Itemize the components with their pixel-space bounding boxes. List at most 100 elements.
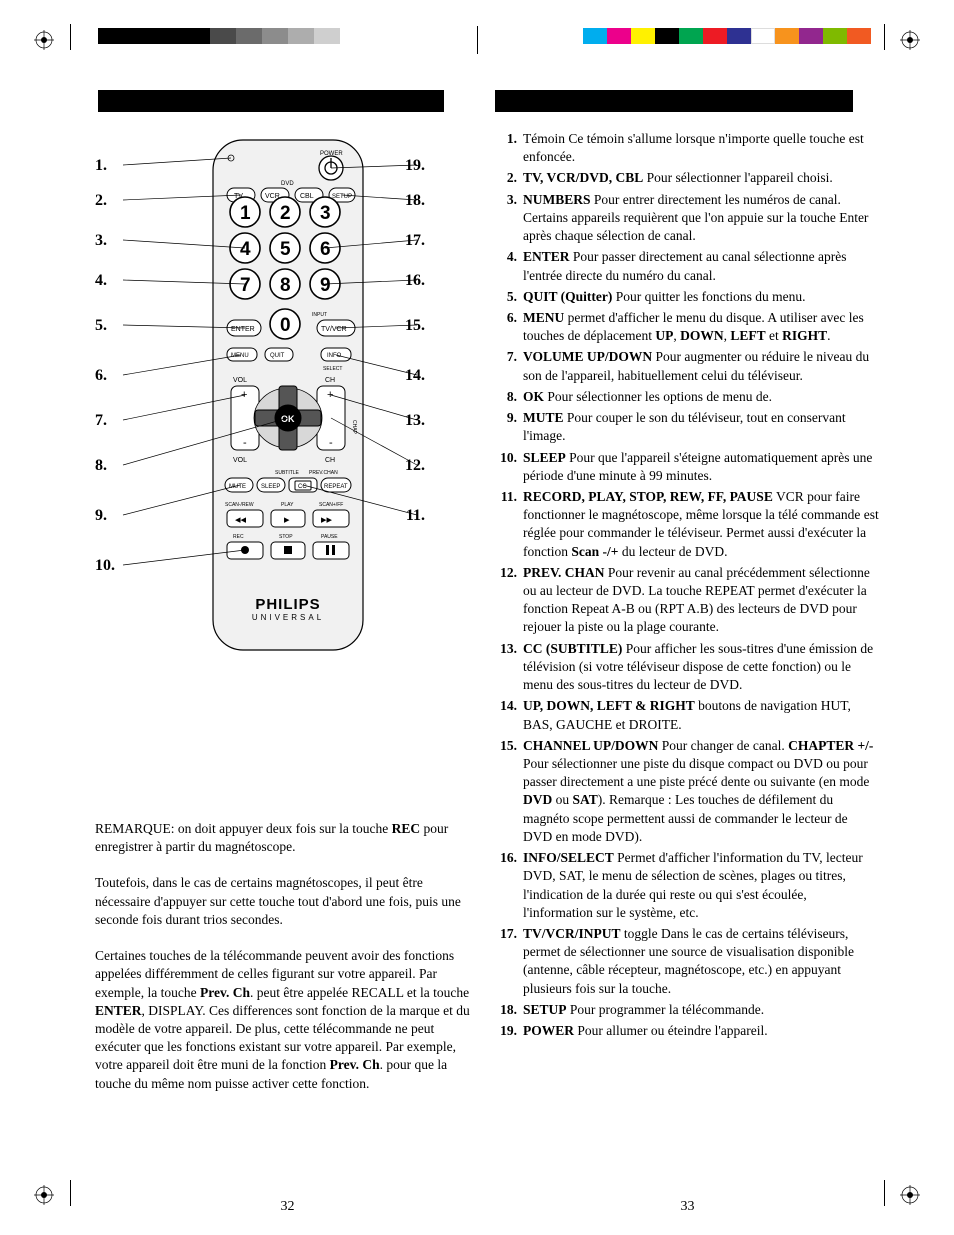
page-left: POWER DVD TV VCR CBL SETUP 1234567890 EN…: [95, 60, 480, 1093]
feature-number: 14.: [495, 697, 523, 733]
svg-text:9: 9: [320, 275, 331, 296]
svg-text:SCAN-/REW: SCAN-/REW: [225, 502, 254, 508]
color-bar-left: [98, 28, 340, 44]
svg-text:-: -: [243, 437, 247, 449]
feature-text: POWER Pour allumer ou éteindre l'apparei…: [523, 1022, 880, 1040]
feature-number: 10.: [495, 449, 523, 485]
svg-text:SELECT: SELECT: [323, 366, 342, 372]
spread-divider: [477, 26, 478, 54]
trim-line-bl: [70, 1180, 71, 1206]
callout-left-4.: 4.: [95, 270, 107, 292]
svg-text:ENTER: ENTER: [231, 326, 255, 333]
feature-number: 7.: [495, 348, 523, 384]
svg-text:8: 8: [280, 275, 291, 296]
feature-item: 4.ENTER Pour passer directement au canal…: [495, 248, 880, 284]
callout-left-5.: 5.: [95, 315, 107, 337]
svg-text:QUIT: QUIT: [270, 353, 285, 359]
callout-left-9.: 9.: [95, 505, 107, 527]
svg-text:◂◂: ◂◂: [235, 514, 247, 526]
feature-number: 18.: [495, 1001, 523, 1019]
svg-text:7: 7: [240, 275, 251, 296]
callout-left-10.: 10.: [95, 555, 115, 577]
feature-text: ENTER Pour passer directement au canal s…: [523, 248, 880, 284]
feature-text: UP, DOWN, LEFT & RIGHT boutons de naviga…: [523, 697, 880, 733]
callout-right-17.: 17.: [405, 230, 425, 252]
svg-text:TV/VCR: TV/VCR: [321, 326, 347, 333]
svg-text:6: 6: [320, 239, 331, 260]
trim-line-tl: [70, 24, 71, 50]
brand-sub: UNIVERSAL: [213, 613, 363, 624]
feature-number: 16.: [495, 849, 523, 922]
feature-text: SETUP Pour programmer la télécommande.: [523, 1001, 880, 1019]
feature-item: 17.TV/VCR/INPUT toggle Dans le cas de ce…: [495, 925, 880, 998]
feature-number: 6.: [495, 309, 523, 345]
remote-diagram: POWER DVD TV VCR CBL SETUP 1234567890 EN…: [95, 130, 480, 690]
svg-text:CHAP: CHAP: [351, 420, 357, 435]
feature-item: 5.QUIT (Quitter) Pour quitter les foncti…: [495, 288, 880, 306]
feature-text: MUTE Pour couper le son du téléviseur, t…: [523, 409, 880, 445]
feature-item: 18.SETUP Pour programmer la télécommande…: [495, 1001, 880, 1019]
feature-item: 12.PREV. CHAN Pour revenir au canal préc…: [495, 564, 880, 637]
feature-text: MENU permet d'afficher le menu du disque…: [523, 309, 880, 345]
feature-number: 8.: [495, 388, 523, 406]
svg-text:+: +: [327, 389, 333, 401]
feature-text: NUMBERS Pour entrer directement les numé…: [523, 191, 880, 246]
feature-text: Témoin Ce témoin s'allume lorsque n'impo…: [523, 130, 880, 166]
svg-text:▸▸: ▸▸: [321, 514, 333, 526]
callout-right-19.: 19.: [405, 155, 425, 177]
svg-text:-: -: [329, 437, 333, 449]
feature-item: 2.TV, VCR/DVD, CBL Pour sélectionner l'a…: [495, 169, 880, 187]
svg-text:INPUT: INPUT: [312, 312, 327, 318]
feature-text: INFO/SELECT Permet d'afficher l'informat…: [523, 849, 880, 922]
svg-text:0: 0: [280, 315, 291, 336]
page-number-left: 32: [95, 1198, 480, 1217]
callout-right-14.: 14.: [405, 365, 425, 387]
feature-number: 9.: [495, 409, 523, 445]
feature-text: VOLUME UP/DOWN Pour augmenter ou réduire…: [523, 348, 880, 384]
feature-text: TV/VCR/INPUT toggle Dans le cas de certa…: [523, 925, 880, 998]
svg-text:3: 3: [320, 203, 331, 224]
callout-left-7.: 7.: [95, 410, 107, 432]
svg-text:5: 5: [280, 239, 291, 260]
callout-left-8.: 8.: [95, 455, 107, 477]
page-number-right: 33: [495, 1198, 880, 1217]
feature-item: 19.POWER Pour allumer ou éteindre l'appa…: [495, 1022, 880, 1040]
svg-text:SUBTITLE: SUBTITLE: [275, 470, 300, 476]
crop-mark-tr: [900, 30, 918, 48]
feature-number: 11.: [495, 488, 523, 561]
callout-right-11.: 11.: [406, 505, 425, 527]
svg-text:REPEAT: REPEAT: [324, 484, 348, 490]
callout-right-13.: 13.: [405, 410, 425, 432]
feature-text: OK Pour sélectionner les options de menu…: [523, 388, 880, 406]
svg-text:DVD: DVD: [281, 181, 294, 187]
trim-line-tr: [884, 24, 885, 50]
svg-text:VOL: VOL: [233, 457, 247, 464]
feature-text: SLEEP Pour que l'appareil s'éteigne auto…: [523, 449, 880, 485]
feature-number: 15.: [495, 737, 523, 846]
svg-text:PREV.CHAN: PREV.CHAN: [309, 470, 338, 476]
feature-item: 1.Témoin Ce témoin s'allume lorsque n'im…: [495, 130, 880, 166]
feature-item: 16.INFO/SELECT Permet d'afficher l'infor…: [495, 849, 880, 922]
callout-left-1.: 1.: [95, 155, 107, 177]
feature-item: 3.NUMBERS Pour entrer directement les nu…: [495, 191, 880, 246]
feature-item: 15.CHANNEL UP/DOWN Pour changer de canal…: [495, 737, 880, 846]
feature-item: 7.VOLUME UP/DOWN Pour augmenter ou rédui…: [495, 348, 880, 384]
callout-left-3.: 3.: [95, 230, 107, 252]
callout-right-15.: 15.: [405, 315, 425, 337]
body-paragraph: REMARQUE: on doit appuyer deux fois sur …: [95, 820, 480, 856]
svg-text:1: 1: [240, 203, 251, 224]
callout-left-6.: 6.: [95, 365, 107, 387]
crop-mark-tl: [34, 30, 52, 48]
page-right: 1.Témoin Ce témoin s'allume lorsque n'im…: [495, 60, 880, 1043]
svg-text:▸: ▸: [284, 514, 290, 526]
callout-right-12.: 12.: [405, 455, 425, 477]
callout-right-18.: 18.: [405, 190, 425, 212]
svg-text:STOP: STOP: [279, 534, 293, 540]
svg-text:REC: REC: [233, 534, 244, 540]
feature-item: 14.UP, DOWN, LEFT & RIGHT boutons de nav…: [495, 697, 880, 733]
svg-text:OK: OK: [281, 414, 295, 424]
feature-item: 8.OK Pour sélectionner les options de me…: [495, 388, 880, 406]
svg-text:CC: CC: [298, 484, 307, 490]
feature-number: 17.: [495, 925, 523, 998]
color-bar-right: [583, 28, 871, 44]
